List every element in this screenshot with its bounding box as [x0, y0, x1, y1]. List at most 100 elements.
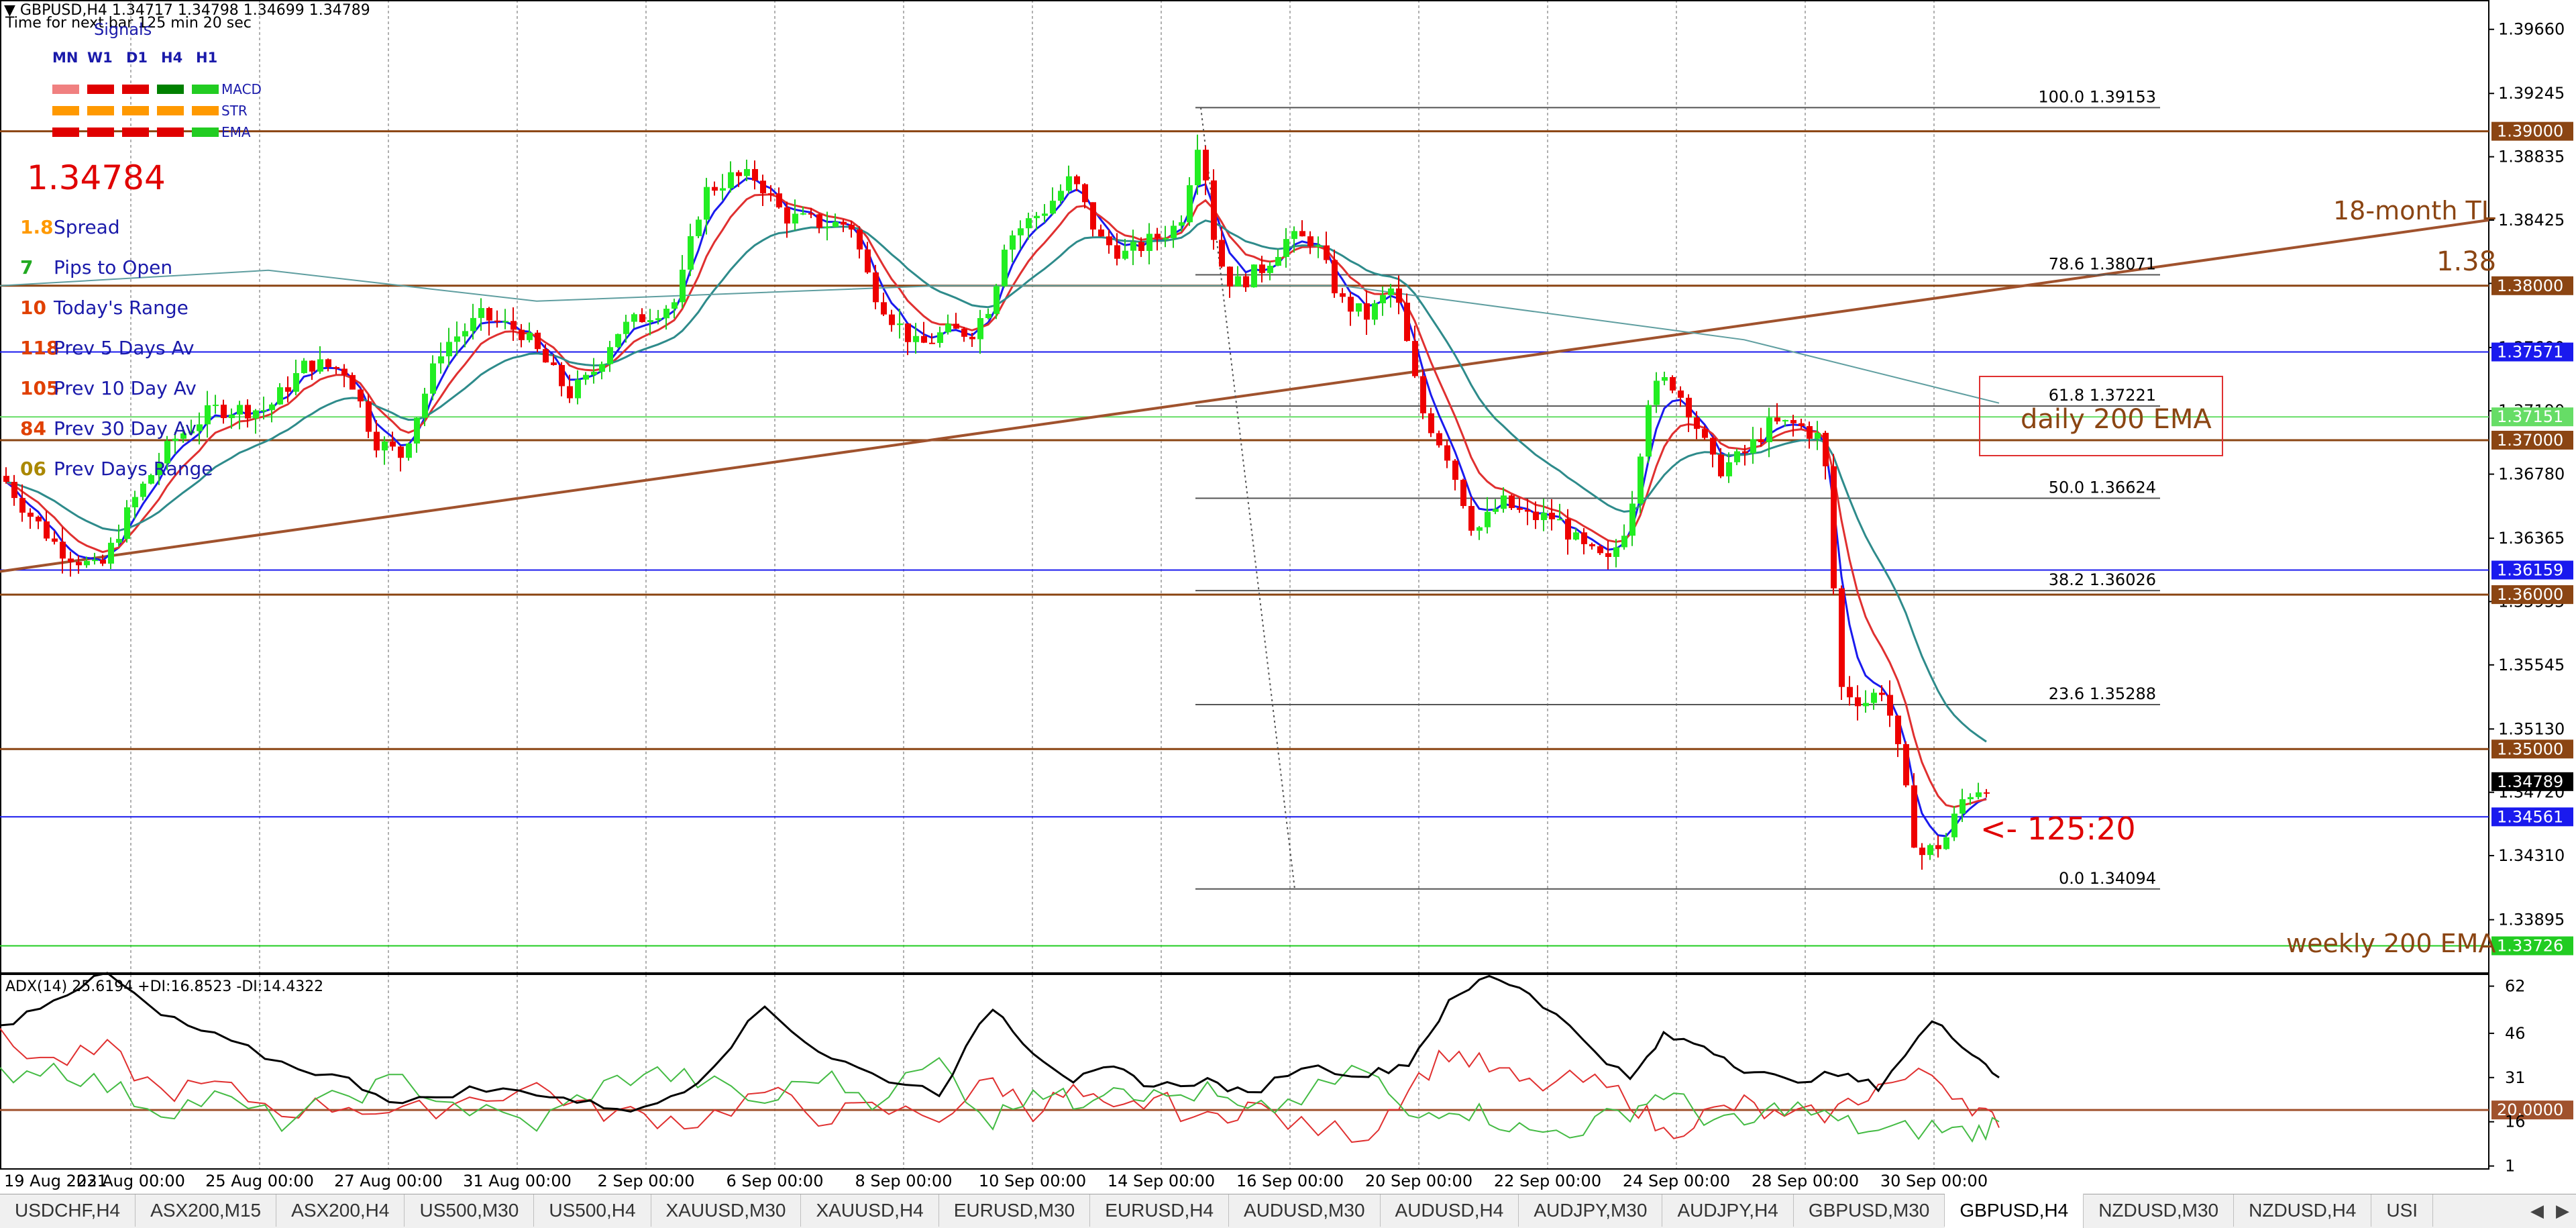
tab-us500-h4[interactable]: US500,H4 [534, 1194, 651, 1227]
candle-body [1581, 532, 1587, 544]
candle-body [1823, 433, 1829, 466]
candle-body [1565, 519, 1571, 540]
tab-gbpusd-h4[interactable]: GBPUSD,H4 [1945, 1193, 2084, 1228]
signal-cell-str-d1 [122, 106, 149, 115]
candle-body [639, 314, 645, 323]
tab-audusd-m30[interactable]: AUDUSD,M30 [1229, 1194, 1381, 1227]
price-level-tag [2491, 276, 2573, 295]
time-tick-label: 16 Sep 00:00 [1236, 1172, 1344, 1190]
candle-body [1122, 250, 1128, 259]
tab-nzdusd-m30[interactable]: NZDUSD,M30 [2084, 1194, 2235, 1227]
candlesticks [3, 134, 1990, 870]
candle-body [1219, 240, 1225, 267]
candle-body [1863, 703, 1869, 707]
tab-gbpusd-m30[interactable]: GBPUSD,M30 [1794, 1194, 1945, 1227]
time-tick-label: 10 Sep 00:00 [979, 1172, 1086, 1190]
candle-body [1517, 508, 1523, 510]
tab-usi[interactable]: USI [2371, 1194, 2434, 1227]
tab-scroll-right-icon[interactable]: ▶ [2551, 1194, 2575, 1227]
price-level-tag-label: 1.33726 [2497, 936, 2563, 955]
candle-body [744, 168, 750, 176]
tab-us500-m30[interactable]: US500,M30 [405, 1194, 535, 1227]
price-tick-label: 1.38425 [2498, 211, 2565, 229]
candle-body [261, 410, 267, 412]
signal-cell-ema-w1 [87, 127, 114, 137]
candle-body [1364, 303, 1370, 320]
stat-value: 118 [20, 337, 60, 359]
candle-body [446, 342, 452, 357]
candle-body [406, 443, 412, 458]
candle-body [1573, 532, 1579, 540]
signal-cell-macd-mn [52, 85, 79, 94]
candle-body [1895, 715, 1901, 744]
candle-body [486, 308, 492, 321]
candle-body [19, 498, 25, 513]
tab-asx200-h4[interactable]: ASX200,H4 [276, 1194, 405, 1227]
candle-body [696, 219, 702, 236]
candle-body [100, 560, 106, 564]
weekly-ema-label: weekly 200 EMA [2286, 929, 2496, 958]
candle-body [1638, 456, 1644, 504]
candle-body [1960, 799, 1966, 814]
stat-label: Prev 10 Day Av [54, 377, 197, 399]
stat-label: Prev Days Range [54, 458, 213, 480]
candle-body [438, 356, 444, 364]
tab-xauusd-m30[interactable]: XAUUSD,M30 [651, 1194, 802, 1227]
daily-200-ema-line [0, 269, 2000, 404]
stat-label: Pips to Open [54, 256, 173, 278]
tab-audjpy-m30[interactable]: AUDJPY,M30 [1519, 1194, 1663, 1227]
signal-cell-ema-d1 [122, 127, 149, 137]
candle-body [1468, 506, 1474, 531]
candle-body [688, 236, 694, 270]
time-tick-label: 6 Sep 00:00 [727, 1172, 824, 1190]
candle-body [374, 431, 380, 451]
stat-value: 06 [20, 458, 46, 480]
fib-level-label: 50.0 1.36624 [2049, 478, 2156, 497]
candle-body [68, 558, 74, 562]
candle-body [1533, 511, 1539, 521]
tab-eurusd-h4[interactable]: EURUSD,H4 [1090, 1194, 1230, 1227]
candle-body [543, 349, 549, 363]
candle-body [728, 172, 734, 189]
candle-body [913, 336, 919, 342]
tab-audjpy-h4[interactable]: AUDJPY,H4 [1662, 1194, 1794, 1227]
candle-body [277, 387, 283, 405]
candle-body [672, 302, 678, 309]
candle-body [720, 188, 726, 191]
candle-body [1686, 397, 1692, 418]
candle-body [1903, 744, 1909, 786]
candle-body [776, 193, 782, 208]
tab-audusd-h4[interactable]: AUDUSD,H4 [1381, 1194, 1519, 1227]
adx-tick-label: 46 [2505, 1024, 2526, 1043]
candle-body [422, 393, 428, 418]
candle-body [1750, 439, 1756, 454]
candle-body [189, 431, 195, 433]
candle-body [897, 323, 903, 325]
stat-label: Today's Range [54, 297, 189, 319]
candle-body [1597, 546, 1603, 554]
tab-eurusd-m30[interactable]: EURUSD,M30 [939, 1194, 1091, 1227]
candle-body [1058, 191, 1064, 201]
tf-h4: H4 [161, 50, 183, 66]
tab-nzdusd-h4[interactable]: NZDUSD,H4 [2234, 1194, 2372, 1227]
candle-body [414, 417, 420, 444]
candle-body [1460, 480, 1466, 507]
candle-body [132, 497, 138, 508]
tab-asx200-m15[interactable]: ASX200,M15 [136, 1194, 277, 1227]
candle-body [945, 323, 951, 333]
candle-body [1082, 184, 1088, 203]
candle-body [285, 387, 291, 392]
candle-body [1549, 513, 1555, 519]
price-tick-label: 1.39660 [2498, 20, 2565, 39]
tab-xauusd-h4[interactable]: XAUUSD,H4 [801, 1194, 939, 1227]
candle-body [221, 405, 227, 419]
bar-timer: Time for next bar 125 min 20 sec [5, 15, 252, 32]
tab-usdchf-h4[interactable]: USDCHF,H4 [0, 1194, 136, 1227]
candle-body [1307, 236, 1313, 246]
candle-body [1541, 513, 1547, 521]
stat-label: Prev 30 Day Av [54, 417, 197, 440]
candle-body [800, 213, 806, 215]
candle-body [390, 441, 396, 447]
tab-scroll-left-icon[interactable]: ◀ [2525, 1194, 2549, 1227]
